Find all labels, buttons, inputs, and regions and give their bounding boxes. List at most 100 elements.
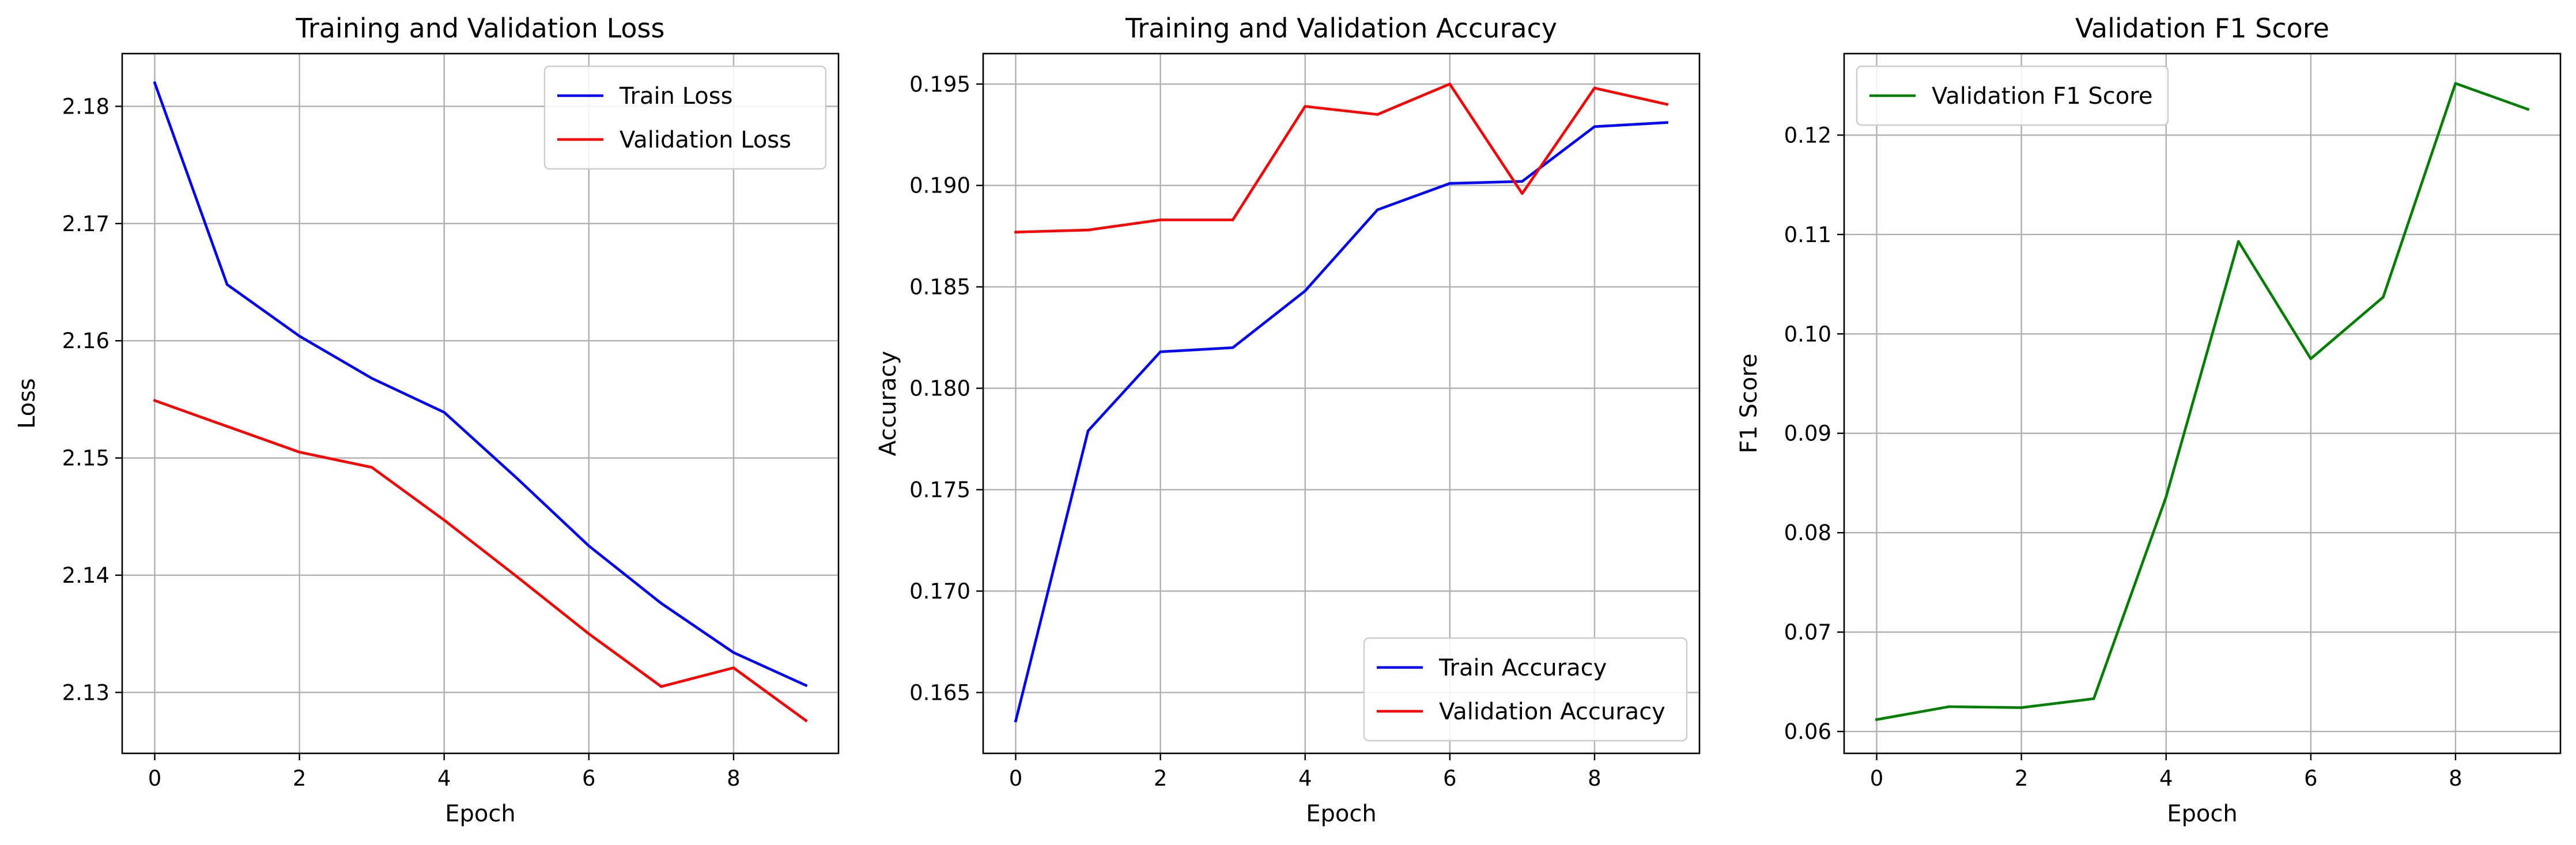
y-tick-label: 0.07: [1784, 620, 1831, 645]
data-point: [1086, 429, 1090, 432]
chart-panel-1: 0 2 4 6 8 2.13 2.14 2.15 2.16 2.17 2.18 Training an…: [14, 13, 840, 827]
y-tick-label: 0.195: [909, 72, 970, 97]
y-tick-label: 0.190: [909, 173, 970, 198]
data-point: [2382, 296, 2385, 299]
x-tick-label: 8: [727, 766, 741, 791]
data-point: [153, 81, 156, 85]
x-tick-label: 0: [148, 766, 162, 791]
y-tick-label: 0.06: [1784, 719, 1831, 744]
x-axis-label: Epoch: [2167, 801, 2237, 827]
x-tick-label: 6: [1443, 766, 1457, 791]
data-point: [1376, 113, 1379, 116]
data-point: [732, 651, 735, 654]
data-point: [2165, 495, 2168, 499]
data-point: [1231, 346, 1234, 349]
y-axis-label: F1 Score: [1736, 353, 1762, 453]
legend-box: [543, 65, 827, 170]
y-tick-label: 2.16: [62, 329, 109, 353]
data-point: [443, 410, 446, 414]
legend: Validation F1 Score: [1856, 65, 2169, 126]
data-point: [443, 519, 446, 522]
y-tick-label: 0.170: [909, 579, 970, 603]
legend-label: Validation Accuracy: [1439, 699, 1665, 725]
data-point: [587, 544, 591, 548]
data-point: [153, 399, 156, 402]
x-tick-label: 0: [1009, 766, 1023, 791]
y-tick-label: 0.185: [909, 275, 970, 300]
y-tick-label: 0.11: [1784, 222, 1831, 247]
plot-frame: [121, 52, 840, 755]
y-tick-label: 0.09: [1784, 421, 1831, 446]
data-point: [660, 685, 663, 688]
x-tick-label: 8: [1588, 766, 1601, 791]
x-tick-label: 0: [1870, 766, 1884, 791]
data-point: [1593, 86, 1596, 90]
data-point: [370, 466, 373, 469]
y-axis-label: Loss: [14, 378, 40, 429]
x-tick-label: 2: [293, 766, 307, 791]
data-point: [2526, 108, 2529, 111]
series-line: [1875, 82, 2530, 722]
y-tick-label: 0.12: [1784, 123, 1831, 148]
chart-title: Training and Validation Accuracy: [1125, 13, 1557, 44]
x-tick-label: 2: [1154, 766, 1168, 791]
legend: Train Accuracy Validation Accuracy: [1363, 637, 1688, 742]
x-tick-label: 2: [2015, 766, 2029, 791]
y-tick-label: 2.15: [62, 446, 109, 471]
data-point: [1159, 218, 1162, 221]
x-axis-label: Epoch: [445, 801, 515, 827]
x-tick-label: 4: [437, 766, 451, 791]
data-point: [2092, 697, 2095, 700]
data-point: [2020, 706, 2023, 709]
data-point: [660, 602, 663, 605]
series-line: [153, 81, 808, 688]
data-point: [732, 666, 735, 669]
data-point: [370, 376, 373, 380]
legend: Train Loss Validation Loss: [543, 65, 827, 170]
chart-panel-3: 0 2 4 6 8 0.06 0.07 0.08 0.09 0.10 0.11 0.12 Validat…: [1736, 13, 2562, 827]
y-tick-label: 0.165: [909, 680, 970, 705]
y-tick-label: 0.08: [1784, 520, 1831, 545]
data-point: [1448, 82, 1452, 86]
chart-title: Validation F1 Score: [2075, 13, 2329, 44]
data-point: [1593, 125, 1596, 128]
y-tick-label: 0.180: [909, 376, 970, 401]
series-line: [153, 398, 808, 723]
y-tick-label: 0.175: [909, 478, 970, 503]
data-point: [225, 425, 229, 428]
legend-label: Validation F1 Score: [1932, 83, 2152, 110]
data-point: [1521, 192, 1524, 195]
data-point: [1014, 719, 1017, 722]
data-point: [1376, 208, 1379, 212]
data-point: [1947, 705, 1951, 708]
data-point: [804, 719, 807, 722]
series-line: [1014, 82, 1669, 234]
data-point: [587, 632, 591, 635]
legend-label: Train Loss: [619, 83, 732, 110]
data-point: [1665, 103, 1668, 106]
x-tick-label: 6: [2304, 766, 2318, 791]
data-point: [1304, 105, 1307, 108]
y-axis-label: Accuracy: [875, 351, 901, 457]
data-point: [2309, 357, 2313, 360]
data-point: [2237, 240, 2240, 243]
y-tick-label: 2.13: [62, 680, 109, 705]
data-point: [298, 451, 301, 454]
legend-box: [1856, 65, 2169, 126]
legend-box: [1363, 637, 1688, 742]
data-point: [1875, 718, 1878, 721]
y-tick-label: 2.14: [62, 563, 109, 588]
x-tick-label: 4: [2159, 766, 2173, 791]
plot-frame: [982, 52, 1701, 755]
series-line: [1014, 121, 1668, 723]
data-point: [1159, 350, 1162, 353]
data-point: [1665, 121, 1668, 124]
data-point: [298, 334, 301, 338]
data-point: [515, 476, 518, 480]
data-point: [1014, 231, 1017, 233]
data-point: [1304, 289, 1307, 293]
data-point: [804, 684, 807, 687]
x-tick-label: 8: [2449, 766, 2462, 791]
chart-title: Training and Validation Loss: [296, 13, 665, 44]
